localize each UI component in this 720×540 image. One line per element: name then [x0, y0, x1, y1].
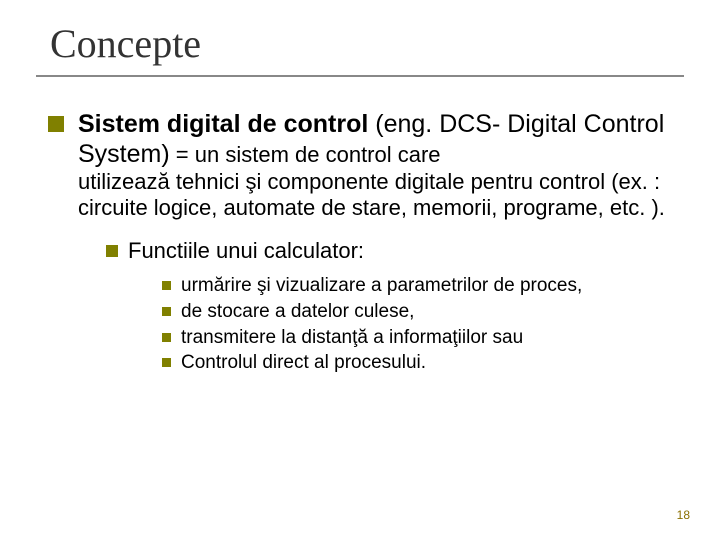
level3-group: urmărire şi vizualizare a parametrilor d…: [162, 274, 672, 375]
square-bullet-icon: [106, 245, 118, 257]
bullet-level1: Sistem digital de control (eng. DCS- Dig…: [48, 109, 672, 169]
slide-title: Concepte: [48, 20, 672, 67]
square-bullet-icon: [162, 333, 171, 342]
level3-text: de stocare a datelor culese,: [181, 300, 414, 324]
level3-text: urmărire şi vizualizare a parametrilor d…: [181, 274, 582, 298]
level1-continuation: utilizează tehnici şi componente digital…: [78, 169, 672, 222]
bullet-level2: Functiile unui calculator:: [106, 238, 672, 264]
level1-text: Sistem digital de control (eng. DCS- Dig…: [78, 109, 672, 169]
square-bullet-icon: [48, 116, 64, 132]
square-bullet-icon: [162, 307, 171, 316]
level3-text: Controlul direct al procesului.: [181, 351, 426, 375]
slide: Concepte Sistem digital de control (eng.…: [0, 0, 720, 540]
level3-text: transmitere la distanţă a informaţiilor …: [181, 326, 523, 350]
level2-text: Functiile unui calculator:: [128, 238, 364, 264]
square-bullet-icon: [162, 358, 171, 367]
title-underline: [36, 75, 684, 77]
term-equals: = un sistem de control care: [170, 142, 441, 167]
bullet-level3: transmitere la distanţă a informaţiilor …: [162, 326, 672, 350]
square-bullet-icon: [162, 281, 171, 290]
bullet-level3: Controlul direct al procesului.: [162, 351, 672, 375]
bullet-level3: urmărire şi vizualizare a parametrilor d…: [162, 274, 672, 298]
bullet-level3: de stocare a datelor culese,: [162, 300, 672, 324]
term-bold: Sistem digital de control: [78, 110, 368, 138]
page-number: 18: [677, 508, 690, 522]
